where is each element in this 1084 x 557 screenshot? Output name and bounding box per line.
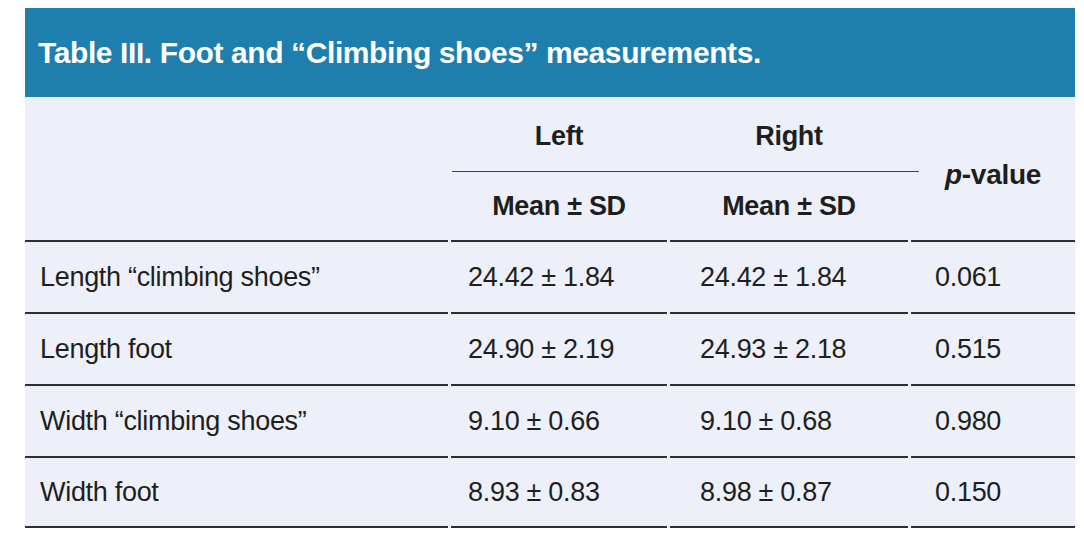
subheader-right-mean-sd: Mean ± SD xyxy=(670,191,908,221)
table-title: Table III. Foot and “Climbing shoes” mea… xyxy=(38,36,761,70)
column-header-right: Right xyxy=(670,121,908,151)
table-title-bar: Table III. Foot and “Climbing shoes” mea… xyxy=(25,8,1075,97)
table-row: Length “climbing shoes” 24.42 ± 1.84 24.… xyxy=(25,240,1075,312)
p-value: 0.061 xyxy=(911,240,1075,312)
left-value: 24.42 ± 1.84 xyxy=(451,240,667,312)
right-value: 24.42 ± 1.84 xyxy=(670,240,908,312)
p-value: 0.150 xyxy=(911,456,1075,528)
left-value: 8.93 ± 0.83 xyxy=(451,456,667,528)
table-row: Width foot 8.93 ± 0.83 8.98 ± 0.87 0.150 xyxy=(25,456,1075,528)
row-label: Length “climbing shoes” xyxy=(25,240,448,312)
p-value: 0.980 xyxy=(911,384,1075,456)
right-value: 8.98 ± 0.87 xyxy=(670,456,908,528)
table-row: Width “climbing shoes” 9.10 ± 0.66 9.10 … xyxy=(25,384,1075,456)
right-value: 9.10 ± 0.68 xyxy=(670,384,908,456)
header-group-rule xyxy=(452,171,919,172)
table-header: Left Right Mean ± SD Mean ± SD p-value xyxy=(25,97,1075,240)
subheader-left-mean-sd: Mean ± SD xyxy=(451,191,667,221)
row-label: Length foot xyxy=(25,312,448,384)
column-header-p-value: p-value xyxy=(911,160,1075,190)
figure-canvas: Table III. Foot and “Climbing shoes” mea… xyxy=(0,0,1084,557)
row-label: Width foot xyxy=(25,456,448,528)
table-body: Left Right Mean ± SD Mean ± SD p-value L… xyxy=(25,97,1075,528)
column-header-left: Left xyxy=(451,121,667,151)
table-row: Length foot 24.90 ± 2.19 24.93 ± 2.18 0.… xyxy=(25,312,1075,384)
p-value: 0.515 xyxy=(911,312,1075,384)
row-label: Width “climbing shoes” xyxy=(25,384,448,456)
right-value: 24.93 ± 2.18 xyxy=(670,312,908,384)
left-value: 9.10 ± 0.66 xyxy=(451,384,667,456)
measurement-table: Table III. Foot and “Climbing shoes” mea… xyxy=(25,8,1075,528)
left-value: 24.90 ± 2.19 xyxy=(451,312,667,384)
